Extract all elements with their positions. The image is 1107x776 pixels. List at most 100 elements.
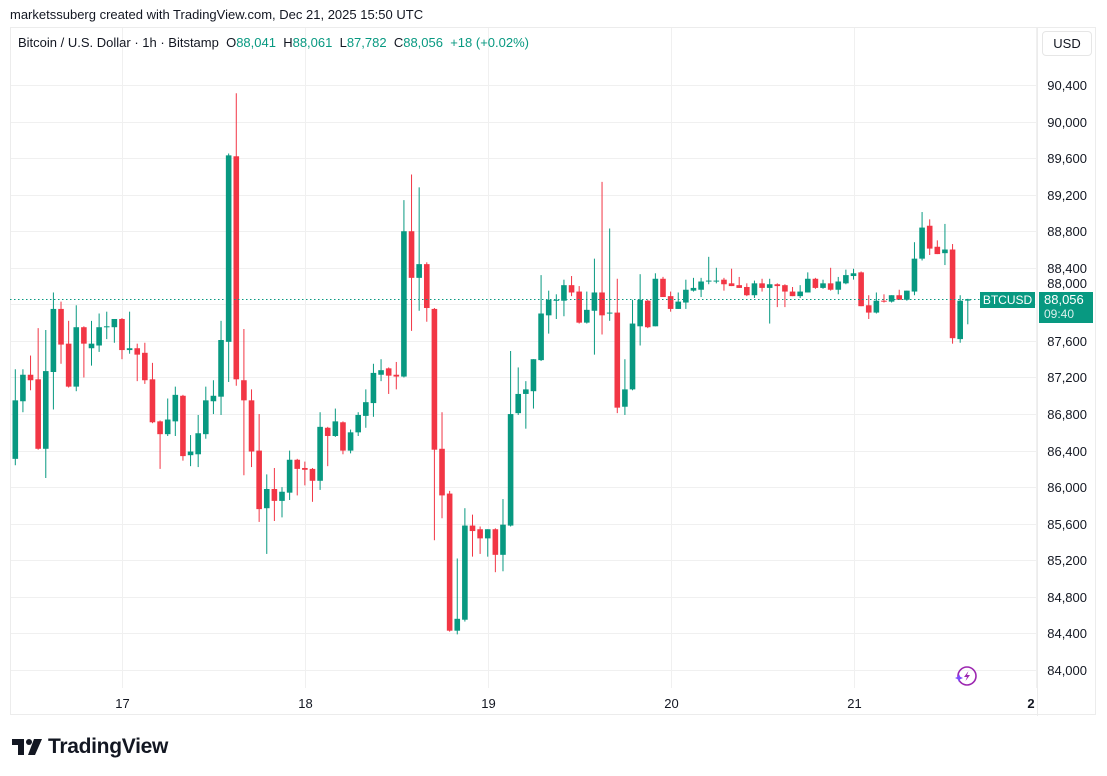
candle-down	[469, 514, 476, 557]
close-label: C	[393, 35, 404, 50]
candle-body	[698, 281, 704, 290]
candle-up	[126, 311, 133, 354]
candle-down	[309, 467, 316, 502]
x-tick-label: 17	[115, 696, 129, 711]
candle-body	[27, 374, 34, 381]
candle-up	[698, 277, 704, 298]
x-tick-label: 20	[664, 696, 678, 711]
candle-body	[225, 155, 232, 342]
candle-body	[88, 343, 95, 349]
candle-up	[523, 381, 529, 429]
candle-down	[302, 461, 308, 486]
candle-up	[263, 474, 270, 554]
candle-body	[378, 370, 384, 375]
candle-up	[820, 279, 826, 289]
candle-up	[96, 313, 102, 352]
candle-up	[286, 450, 293, 500]
candle-body	[500, 524, 506, 555]
symbol-legend: Bitcoin / U.S. Dollar · 1h · Bitstamp O8…	[18, 35, 529, 50]
candle-down	[446, 490, 453, 632]
x-tick-label: 18	[298, 696, 312, 711]
candle-body	[736, 285, 742, 288]
candle-up	[850, 268, 857, 280]
candle-body	[50, 308, 57, 373]
symbol-description[interactable]: Bitcoin / U.S. Dollar · 1h · Bitstamp	[18, 35, 219, 50]
candle-up	[317, 412, 323, 490]
candle-body	[705, 280, 712, 282]
candle-down	[81, 326, 87, 378]
candle-body	[355, 414, 361, 433]
candle-down	[934, 240, 941, 255]
candle-body	[256, 450, 262, 510]
bar-countdown: 09:40	[1044, 307, 1075, 321]
candle-up	[622, 359, 628, 415]
y-tick-label: 86,000	[1047, 480, 1087, 495]
candle-body	[629, 323, 636, 390]
candle-body	[683, 289, 689, 303]
candle-down	[157, 420, 163, 469]
candle-up	[20, 369, 26, 413]
candle-down	[667, 291, 674, 312]
candle-body	[393, 374, 400, 377]
x-tick-label: 19	[481, 696, 495, 711]
candle-body	[385, 368, 392, 376]
candle-body	[881, 300, 887, 302]
candle-body	[667, 296, 674, 309]
candle-up	[50, 292, 57, 410]
candle-down	[774, 283, 781, 308]
candle-body	[812, 278, 819, 288]
candle-body	[911, 258, 918, 292]
candle-body	[347, 432, 354, 451]
candle-body	[111, 318, 118, 328]
candle-down	[65, 320, 72, 388]
candle-body	[827, 283, 834, 290]
candle-down	[256, 414, 262, 522]
candle-down	[782, 284, 788, 308]
last-price-value: 88,056	[1044, 292, 1084, 307]
candle-body	[606, 312, 613, 314]
candle-body	[119, 318, 125, 351]
candle-body	[81, 327, 87, 344]
candle-down	[736, 276, 742, 288]
candle-body	[401, 231, 407, 377]
candle-body	[759, 283, 765, 288]
candle-body	[873, 300, 880, 313]
currency-button[interactable]: USD	[1042, 31, 1092, 56]
candle-body	[12, 400, 19, 459]
candle-up	[347, 429, 354, 454]
candle-up	[416, 187, 422, 311]
open-value: 88,041	[236, 35, 276, 50]
candle-up	[545, 290, 552, 334]
change-value: +18 (+0.02%)	[450, 35, 529, 50]
ticker-tag: BTCUSD	[980, 292, 1035, 308]
candle-up	[88, 320, 95, 366]
candle-body	[454, 618, 461, 631]
sparkle-lightning-icon[interactable]	[955, 666, 977, 686]
candle-up	[164, 398, 171, 436]
candle-body	[782, 285, 788, 292]
tradingview-logo[interactable]: TradingView	[12, 735, 168, 759]
candle-up	[957, 295, 963, 343]
candle-body	[766, 284, 773, 288]
candle-body	[149, 379, 156, 423]
candle-up	[363, 389, 369, 428]
candle-body	[58, 308, 64, 345]
candle-down	[423, 262, 430, 322]
candle-up	[187, 435, 194, 467]
candle-body	[126, 348, 133, 351]
candle-body	[195, 433, 201, 455]
y-tick-label: 85,200	[1047, 553, 1087, 568]
candle-down	[949, 244, 956, 344]
candle-down	[233, 93, 240, 386]
candle-down	[744, 283, 750, 297]
candle-body	[477, 529, 483, 539]
candle-down	[568, 276, 575, 297]
candle-up	[462, 508, 468, 622]
high-value: 88,061	[292, 35, 333, 50]
candle-up	[606, 228, 613, 321]
candle-body	[530, 359, 537, 392]
candle-body	[965, 299, 971, 301]
candle-up	[370, 363, 377, 417]
candle-up	[637, 274, 643, 346]
